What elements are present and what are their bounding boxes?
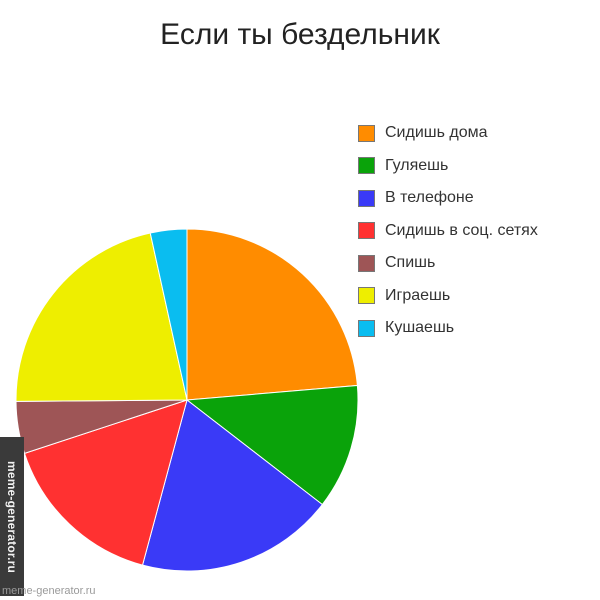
pie-slice-6 [149, 228, 188, 401]
legend-swatch [358, 124, 375, 142]
legend-label: Играешь [385, 286, 451, 304]
legend-swatch [358, 157, 375, 175]
watermark-bottom: meme-generator.ru [2, 585, 96, 597]
legend-item-spish: Спишь [358, 247, 538, 280]
pie-slice-3 [23, 399, 188, 566]
legend: Сидишь дома Гуляешь В телефоне Сидишь в … [358, 117, 538, 345]
legend-item-kushaesh: Кушаешь [358, 312, 538, 345]
legend-label: Сидишь в соц. сетях [385, 221, 538, 239]
pie-slice-1 [185, 384, 359, 506]
pie-slice-2 [141, 399, 324, 572]
legend-item-soc-seti: Сидишь в соц. сетях [358, 215, 538, 248]
legend-swatch [358, 319, 375, 337]
pie-slice-5 [15, 232, 188, 402]
legend-label: Сидишь дома [385, 124, 488, 142]
legend-item-v-telefone: В телефоне [358, 182, 538, 215]
legend-swatch [358, 254, 375, 272]
legend-label: В телефоне [385, 189, 474, 207]
legend-swatch [358, 222, 375, 240]
legend-label: Кушаешь [385, 319, 455, 337]
pie-slices [15, 228, 359, 572]
watermark-side: meme-generator.ru [0, 437, 24, 596]
legend-item-gulyaesh: Гуляешь [358, 150, 538, 183]
legend-label: Гуляешь [385, 156, 449, 174]
legend-swatch [358, 287, 375, 305]
legend-item-sidish-doma: Сидишь дома [358, 117, 538, 150]
watermark-side-text: meme-generator.ru [5, 460, 20, 573]
legend-label: Спишь [385, 254, 436, 272]
chart-title: Если ты бездельник [160, 18, 440, 51]
pie-slice-0 [186, 228, 358, 401]
legend-swatch [358, 189, 375, 207]
legend-item-igraesh: Играешь [358, 280, 538, 313]
